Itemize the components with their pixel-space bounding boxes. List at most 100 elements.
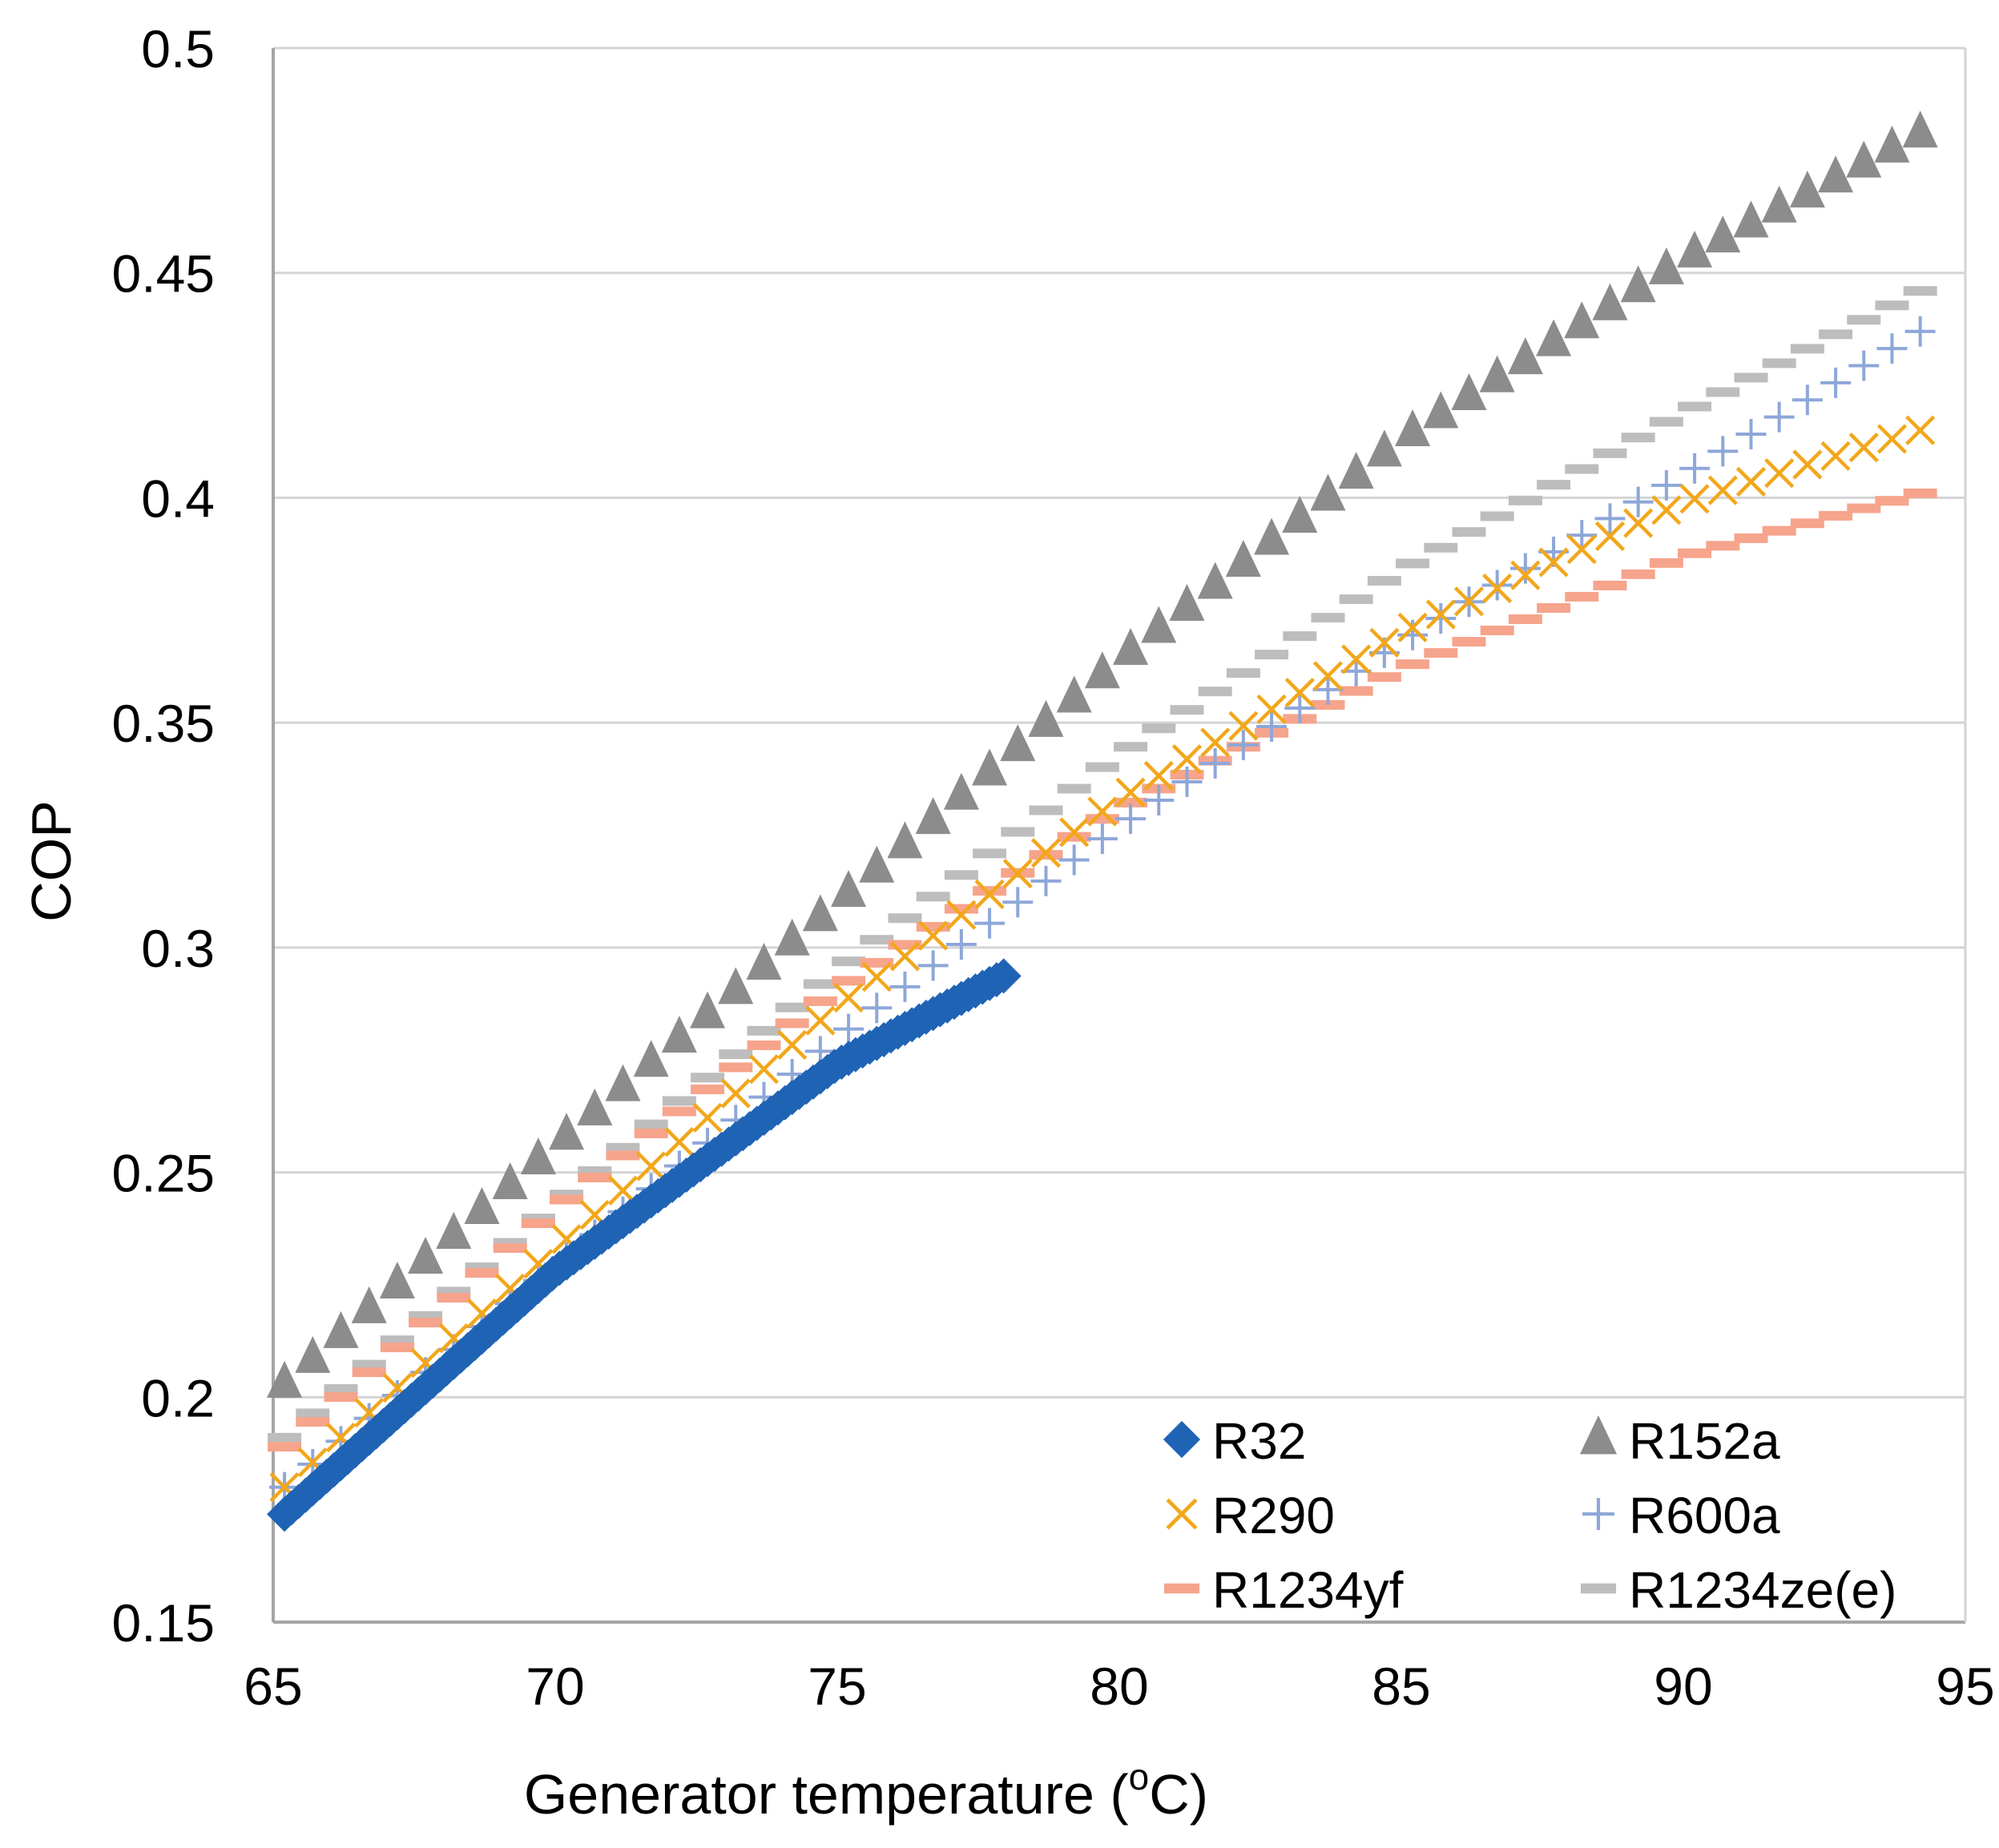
data-point-R1234ze(e) [1593, 448, 1627, 458]
data-point-R290 [1482, 573, 1513, 604]
data-point-R1234yf [409, 1318, 443, 1328]
data-point-R600a [1820, 367, 1852, 398]
data-point-R1234ze(e) [1085, 762, 1119, 772]
data-point-R600a [1143, 785, 1175, 816]
y-tick-label-0.4: 0.4 [141, 469, 215, 528]
data-point-R152a [1874, 125, 1910, 163]
x-axis-label-superscript: o [1129, 1756, 1150, 1798]
data-point-R1234yf [1339, 686, 1373, 696]
data-point-R1234ze(e) [1424, 542, 1458, 553]
data-point-R1234yf [465, 1268, 499, 1278]
data-point-R600a [1397, 619, 1429, 650]
data-point-R1234ze(e) [296, 1408, 330, 1419]
x-tick-label-85: 85 [1372, 1657, 1430, 1716]
data-point-R1234ze(e) [1339, 594, 1373, 605]
data-point-R1234ze(e) [1283, 631, 1317, 642]
legend-marker-R32 [1163, 1420, 1201, 1459]
data-point-R290 [1030, 838, 1062, 868]
series-R152a [267, 111, 1938, 1398]
data-point-R1234ze(e) [606, 1142, 640, 1153]
data-point-R1234ze(e) [1678, 401, 1712, 412]
data-point-R152a [1084, 651, 1120, 689]
data-point-R600a [1171, 767, 1203, 798]
data-point-R600a [1002, 887, 1034, 918]
data-point-R1234ze(e) [352, 1359, 386, 1370]
data-point-R152a [1789, 171, 1825, 208]
data-point-R290 [1510, 560, 1541, 590]
data-point-R152a [915, 797, 951, 835]
data-point-R152a [802, 894, 838, 932]
data-point-R290 [918, 920, 949, 951]
legend: R32 R152a R290 R600a R1234yf R1234ze(e) [1163, 1412, 1896, 1619]
data-point-R290 [1397, 612, 1428, 642]
data-point-R1234ze(e) [324, 1383, 358, 1394]
x-tick-label-75: 75 [808, 1657, 866, 1716]
data-point-R1234yf [437, 1293, 471, 1303]
data-point-R1234ze(e) [832, 956, 866, 967]
data-point-R1234ze(e) [662, 1096, 696, 1106]
data-point-R1234yf [1537, 602, 1571, 613]
data-point-R152a [1479, 355, 1515, 393]
data-point-R1234yf [1452, 637, 1486, 647]
data-point-R600a [1284, 692, 1316, 723]
data-point-R600a [1481, 570, 1513, 601]
data-point-R290 [805, 1005, 836, 1036]
series-R32 [267, 958, 1022, 1532]
data-point-R1234ze(e) [860, 935, 894, 945]
x-tick-label-95: 95 [1936, 1657, 1994, 1716]
data-point-R1234yf [1424, 648, 1458, 658]
data-point-R1234ze(e) [1565, 464, 1599, 474]
y-axis-label: COP [20, 800, 83, 922]
legend-label-R600a: R600a [1629, 1487, 1780, 1544]
data-point-R1234ze(e) [1396, 558, 1430, 569]
data-point-R152a [520, 1137, 556, 1174]
data-point-R290 [1848, 433, 1879, 463]
data-point-R152a [1648, 247, 1684, 284]
data-point-R1234ze(e) [1734, 372, 1768, 383]
legend-marker-R152a [1579, 1415, 1618, 1455]
data-point-R152a [605, 1064, 641, 1101]
data-point-R290 [1623, 508, 1654, 538]
legend-marker-R290 [1166, 1498, 1198, 1530]
data-point-R1234yf [634, 1128, 668, 1138]
legend-label-R290: R290 [1212, 1487, 1335, 1544]
data-point-R1234yf [747, 1040, 781, 1050]
axes [272, 48, 1967, 1624]
data-point-R1234yf [380, 1343, 414, 1353]
data-point-R1234yf [803, 996, 837, 1006]
data-point-R152a [436, 1211, 472, 1249]
y-tick-label-0.35: 0.35 [112, 694, 215, 753]
data-point-R1234yf [1396, 659, 1430, 670]
data-point-R152a [1169, 583, 1205, 621]
data-point-R600a [1058, 844, 1090, 876]
data-point-R152a [943, 772, 979, 810]
data-point-R1234ze(e) [1508, 495, 1542, 505]
data-point-R152a [1536, 319, 1572, 356]
data-point-R290 [1764, 458, 1795, 489]
data-point-R1234ze(e) [719, 1049, 753, 1060]
legend-item-R290: R290 [1166, 1487, 1335, 1544]
data-point-R152a [1141, 606, 1177, 643]
data-point-R290 [720, 1078, 751, 1109]
data-point-R1234ze(e) [1114, 742, 1148, 752]
data-point-R1234ze(e) [1537, 480, 1571, 490]
data-point-R600a [1735, 419, 1767, 450]
x-axis-label-text: Generator temperature ( [524, 1763, 1129, 1826]
data-point-R152a [549, 1113, 585, 1150]
data-point-R1234yf [973, 886, 1007, 896]
data-point-R290 [1707, 475, 1738, 505]
data-point-R1234ze(e) [1621, 433, 1655, 443]
data-point-R1234ze(e) [916, 892, 950, 902]
data-point-R152a [1225, 539, 1261, 577]
data-point-R152a [1846, 140, 1882, 178]
data-point-R600a [1199, 748, 1231, 779]
data-point-R600a [1679, 453, 1711, 484]
data-point-R290 [1256, 694, 1287, 725]
data-point-R1234ze(e) [1452, 527, 1486, 537]
data-point-R152a [1761, 185, 1797, 223]
legend-label-R1234ze(e): R1234ze(e) [1629, 1561, 1896, 1619]
data-point-R600a [974, 908, 1006, 939]
data-point-R1234yf [662, 1106, 696, 1117]
data-point-R1234ze(e) [1255, 650, 1289, 660]
data-point-R1234yf [1762, 525, 1796, 536]
